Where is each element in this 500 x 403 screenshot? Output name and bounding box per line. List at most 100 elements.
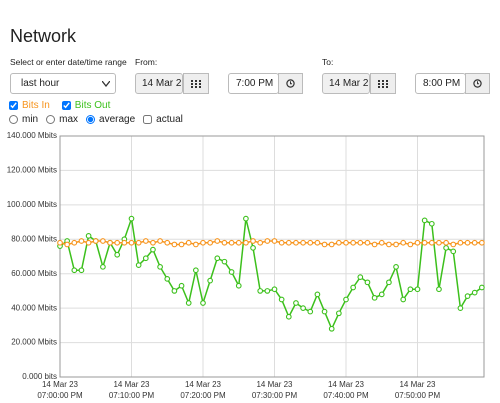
data-point — [250, 245, 256, 251]
data-point — [371, 241, 378, 248]
data-point — [307, 239, 314, 246]
data-point — [200, 300, 206, 306]
x-tick-label: 07:10:00 PM — [109, 391, 155, 400]
data-point — [214, 255, 221, 262]
data-point — [78, 267, 85, 274]
data-point — [414, 239, 421, 246]
clock-button[interactable] — [278, 73, 303, 94]
data-point — [471, 289, 478, 296]
data-point — [185, 239, 192, 246]
data-point — [428, 220, 435, 227]
data-point — [85, 239, 92, 246]
actual-label: actual — [156, 114, 183, 125]
data-point — [235, 239, 242, 246]
y-tick-label: 0.000 bits — [22, 372, 57, 381]
data-point — [85, 232, 92, 239]
calendar-button[interactable] — [370, 73, 396, 94]
series-toggle[interactable]: Bits In — [9, 100, 50, 111]
data-point — [164, 239, 171, 246]
from-date-input[interactable]: 14 Mar 23 — [135, 73, 183, 94]
x-tick-label: 14 Mar 23 — [42, 380, 79, 389]
data-point — [479, 284, 485, 291]
data-point — [300, 239, 306, 246]
data-point — [135, 239, 142, 246]
data-point — [328, 325, 335, 332]
calendar-button[interactable] — [183, 73, 209, 94]
mode-radio[interactable] — [9, 115, 18, 124]
data-point — [285, 239, 292, 246]
data-point — [386, 279, 392, 286]
data-point — [207, 239, 214, 246]
data-point — [364, 239, 371, 246]
data-point — [164, 276, 171, 282]
from-time: 7:00 PM — [236, 78, 274, 89]
data-point — [157, 263, 163, 270]
x-tick-label: 14 Mar 23 — [113, 380, 150, 389]
clock-button[interactable] — [465, 73, 490, 94]
series-toggle[interactable]: Bits Out — [61, 100, 111, 111]
series-toggles: Bits In Bits Out — [9, 100, 110, 111]
data-point — [250, 238, 256, 244]
data-point — [264, 238, 271, 244]
data-point — [450, 248, 457, 255]
data-point — [221, 239, 228, 246]
data-point — [436, 239, 442, 246]
mode-radio[interactable] — [86, 115, 96, 124]
data-point — [193, 241, 199, 248]
data-point — [128, 215, 135, 222]
x-tick-label: 14 Mar 23 — [399, 380, 436, 389]
toggle-checkbox[interactable] — [9, 101, 18, 110]
toggle-label: Bits Out — [74, 100, 111, 111]
data-point — [214, 238, 221, 244]
mode-label: max — [59, 114, 79, 125]
data-point — [71, 239, 78, 246]
data-point — [350, 239, 357, 246]
data-point — [321, 308, 328, 315]
data-point — [457, 305, 464, 311]
data-point — [135, 262, 142, 268]
y-tick-label: 60.000 Mbits — [11, 269, 57, 278]
data-point — [78, 238, 85, 244]
mode-option[interactable]: min — [9, 114, 38, 125]
plot-border — [59, 135, 485, 378]
data-point — [228, 269, 235, 275]
to-date-input[interactable]: 14 Mar 23 — [322, 73, 370, 94]
data-point — [193, 267, 199, 274]
mode-label: min — [22, 114, 39, 125]
toggle-checkbox[interactable] — [61, 101, 71, 110]
data-point — [271, 286, 278, 293]
y-tick-label: 100.000 Mbits — [7, 200, 57, 209]
actual-checkbox[interactable] — [143, 115, 153, 124]
from-label: From: — [135, 57, 158, 67]
toggle-label: Bits In — [22, 100, 50, 111]
data-point — [479, 239, 485, 246]
data-point — [57, 239, 63, 246]
data-point — [150, 246, 156, 253]
data-point — [257, 239, 264, 246]
data-point — [128, 239, 135, 246]
calendar-icon — [191, 79, 201, 88]
data-point — [207, 277, 214, 284]
data-point — [271, 238, 278, 244]
data-point — [336, 310, 342, 317]
from-date: 14 Mar 23 — [142, 78, 183, 89]
x-tick-label: 07:50:00 PM — [395, 391, 441, 400]
actual-option[interactable]: actual — [143, 114, 183, 125]
preset-select[interactable]: last hour — [10, 73, 116, 94]
to-date: 14 Mar 23 — [329, 78, 370, 89]
data-point — [328, 241, 335, 248]
data-point — [100, 263, 106, 270]
mode-option[interactable]: average — [86, 114, 135, 125]
clock-icon — [286, 79, 295, 88]
data-point — [285, 313, 292, 320]
calendar-icon — [378, 79, 388, 88]
data-point — [378, 239, 385, 246]
mode-option[interactable]: max — [46, 114, 78, 125]
data-point — [107, 239, 113, 246]
data-point — [321, 241, 328, 248]
data-point — [142, 238, 149, 244]
mode-radio[interactable] — [46, 115, 56, 124]
data-point — [371, 294, 378, 301]
